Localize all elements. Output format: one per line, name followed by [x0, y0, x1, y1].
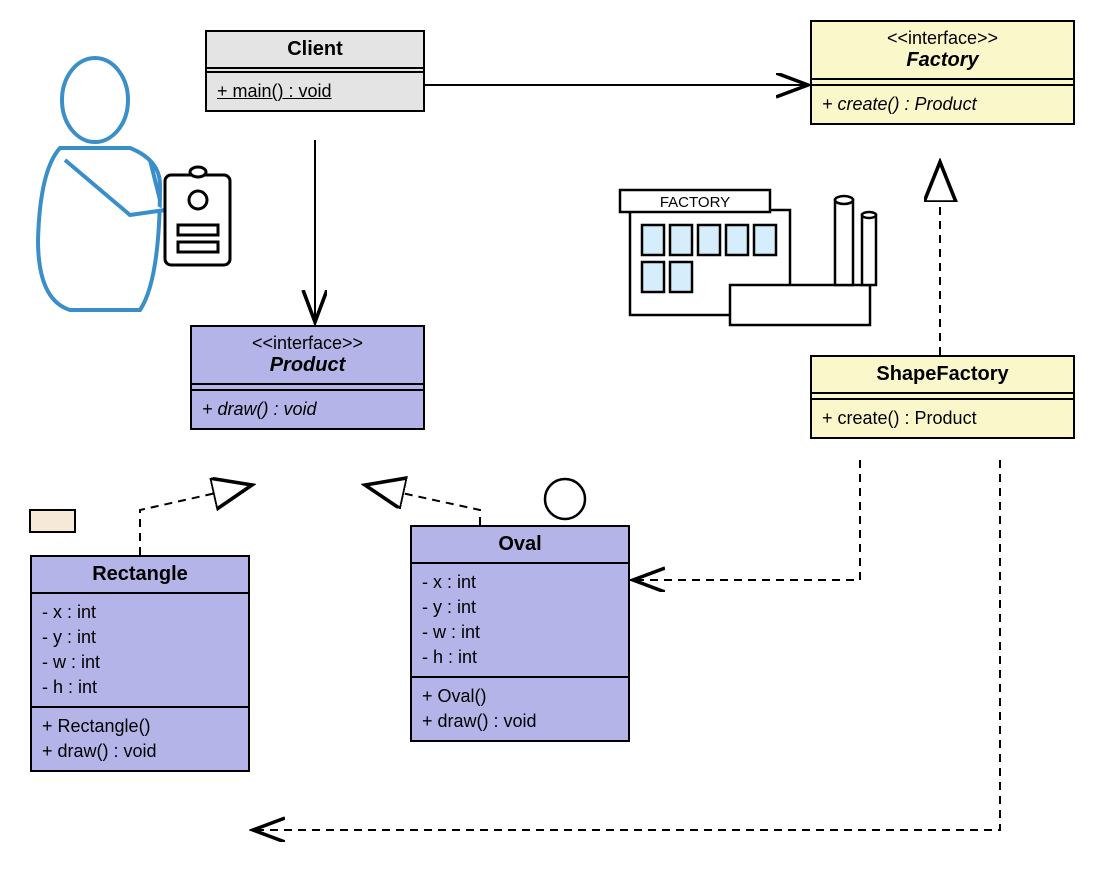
oval-method-0: + Oval()	[422, 684, 618, 709]
edge-rectangle-product	[140, 485, 252, 555]
small-rect-icon	[30, 510, 75, 532]
factory-stereotype: <<interface>>	[822, 28, 1063, 49]
rectangle-attr-2: - w : int	[42, 650, 238, 675]
rectangle-attr-0: - x : int	[42, 600, 238, 625]
rectangle-method-1: + draw() : void	[42, 739, 238, 764]
factory-label: FACTORY	[660, 194, 730, 211]
oval-attr-3: - h : int	[422, 645, 618, 670]
shapefactory-method-0: + create() : Product	[822, 406, 1063, 431]
oval-method-1: + draw() : void	[422, 709, 618, 734]
rectangle-title: Rectangle	[32, 557, 248, 594]
class-client: Client + main() : void	[205, 30, 425, 112]
client-title: Client	[207, 32, 423, 69]
factory-building-icon: FACTORY	[620, 190, 876, 325]
interface-product: <<interface>> Product + draw() : void	[190, 325, 425, 430]
person-icon	[38, 58, 230, 310]
factory-method-0: + create() : Product	[822, 92, 1063, 117]
oval-attr-1: - y : int	[422, 595, 618, 620]
oval-attr-0: - x : int	[422, 570, 618, 595]
oval-attr-2: - w : int	[422, 620, 618, 645]
interface-factory: <<interface>> Factory + create() : Produ…	[810, 20, 1075, 125]
rectangle-attr-3: - h : int	[42, 675, 238, 700]
edge-oval-product	[365, 485, 480, 525]
factory-title: Factory	[906, 49, 978, 71]
rectangle-attr-1: - y : int	[42, 625, 238, 650]
shapefactory-title: ShapeFactory	[812, 357, 1073, 394]
client-method-0: + main() : void	[217, 79, 413, 104]
product-stereotype: <<interface>>	[202, 333, 413, 354]
rectangle-method-0: + Rectangle()	[42, 714, 238, 739]
class-oval: Oval - x : int - y : int - w : int - h :…	[410, 525, 630, 742]
product-title: Product	[270, 354, 346, 376]
class-shapefactory: ShapeFactory + create() : Product	[810, 355, 1075, 439]
small-circle-icon	[545, 479, 585, 519]
product-method-0: + draw() : void	[202, 397, 413, 422]
oval-title: Oval	[412, 527, 628, 564]
edge-shapefactory-oval	[633, 460, 860, 580]
class-rectangle: Rectangle - x : int - y : int - w : int …	[30, 555, 250, 772]
